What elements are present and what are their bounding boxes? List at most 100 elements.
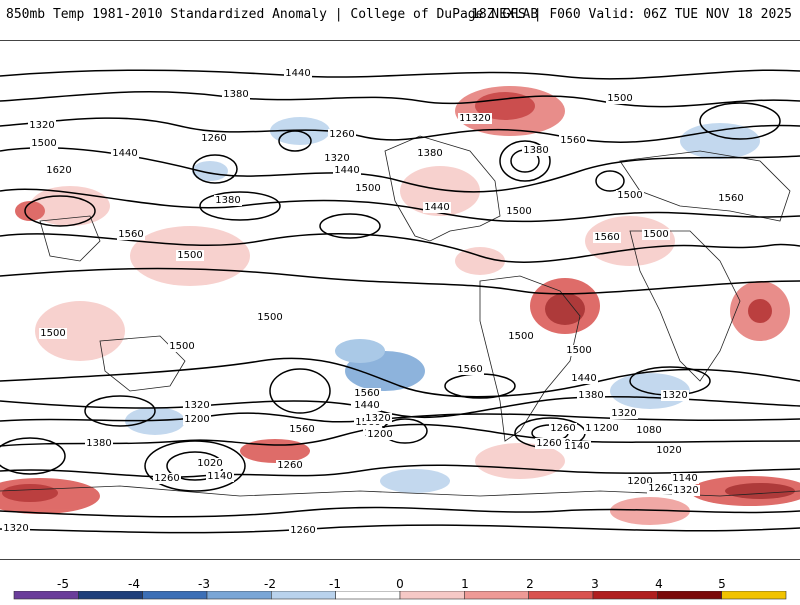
contour-label: 1260 xyxy=(290,525,315,536)
contour-label-bg xyxy=(222,89,250,100)
contour-label-bg xyxy=(176,250,204,261)
contour-label-bg xyxy=(206,471,234,482)
contour-label: 1500 xyxy=(40,328,65,339)
contour-label-bg xyxy=(153,473,181,484)
contour-label-bg xyxy=(606,93,634,104)
contour-label-bg xyxy=(423,202,451,213)
contour-label-bg xyxy=(168,341,196,352)
contour-label: 1500 xyxy=(355,183,380,194)
colorbar-tick-label: 5 xyxy=(718,577,726,591)
contour-label-bg xyxy=(593,232,621,243)
contour-label-bg xyxy=(111,148,139,159)
contour-label-bg xyxy=(655,445,683,456)
contour-label-bg xyxy=(642,229,670,240)
contour-label-bg xyxy=(2,523,30,534)
colorbar-tick-label: -1 xyxy=(329,577,341,591)
contour-label: 1260 xyxy=(277,460,302,471)
colorbar-swatch xyxy=(528,591,594,600)
contour-label: 1380 xyxy=(86,438,111,449)
colorbar-swatch xyxy=(464,591,529,600)
colorbar: -5 -4 -3 -2 -1 0 1 2 3 4 5 xyxy=(0,560,800,600)
contour-label: 1200 xyxy=(367,429,392,440)
contour-label: 1320 xyxy=(365,413,390,424)
contour-label: 1020 xyxy=(197,458,222,469)
contour-label: 1260 xyxy=(329,129,354,140)
contour-label: 1020 xyxy=(656,445,681,456)
colorbar-tick-label: -2 xyxy=(264,577,276,591)
contour-label-bg xyxy=(456,364,484,375)
contour-label-bg xyxy=(671,473,699,484)
contour-label: 1560 xyxy=(594,232,619,243)
contour-label-bg xyxy=(85,438,113,449)
contour-label: 1200 xyxy=(184,414,209,425)
colorbar-swatch xyxy=(13,591,79,600)
contour-label-bg xyxy=(39,328,67,339)
contour-label-bg xyxy=(30,138,58,149)
anomaly-map: 1440138013201260150014401620156013801260… xyxy=(0,68,800,536)
contour-label: 1500 xyxy=(31,138,56,149)
contour-label-bg xyxy=(333,165,361,176)
colorbar-scale xyxy=(13,591,787,600)
colorbar-tick-label: 0 xyxy=(396,577,404,591)
model-valid-time: 18Z GFS | F060 Valid: 06Z TUE NOV 18 202… xyxy=(471,7,792,22)
contour-label: 1440 xyxy=(424,202,449,213)
contour-label-bg xyxy=(45,165,73,176)
contour-label: 1320 xyxy=(611,408,636,419)
colorbar-swatch xyxy=(721,591,787,600)
contour-label: 1260 xyxy=(154,473,179,484)
colorbar-tick-label: -5 xyxy=(57,577,69,591)
map-panel[interactable]: 1440 1380 1320 1260 1500 1440 1620 1560 1380 1260… xyxy=(0,40,800,560)
contour-label: 1320 xyxy=(465,113,490,124)
contour-label-bg xyxy=(535,438,563,449)
colorbar-tick-label: 3 xyxy=(591,577,599,591)
contour-label-bg xyxy=(354,183,382,194)
contour-label: 1320 xyxy=(673,485,698,496)
contour-label-bg xyxy=(592,423,620,434)
contour-label: 1260 xyxy=(536,438,561,449)
contour-label-bg xyxy=(570,373,598,384)
colorbar-swatch xyxy=(142,591,208,600)
colorbar-swatch xyxy=(657,591,722,600)
contour-label: 1320 xyxy=(662,390,687,401)
contour-label-bg xyxy=(416,148,444,159)
contour-label: 1260 xyxy=(648,483,673,494)
contour-label-bg xyxy=(353,400,381,411)
contour-label: 1440 xyxy=(571,373,596,384)
map-title: 850mb Temp 1981-2010 Standardized Anomal… xyxy=(6,7,539,22)
contour-label: 1200 xyxy=(593,423,618,434)
contour-label-bg xyxy=(549,423,577,434)
colorbar-tick-labels: -5 -4 -3 -2 -1 0 1 2 3 4 5 xyxy=(0,577,800,591)
contour-label-bg xyxy=(117,229,145,240)
contour-label: 1140 xyxy=(672,473,697,484)
colorbar-swatch xyxy=(271,591,336,600)
contour-label-bg xyxy=(505,206,533,217)
contour-label: 1320 xyxy=(184,400,209,411)
contour-label-bg xyxy=(559,135,587,146)
contour-label: 1080 xyxy=(636,425,661,436)
contour-label-bg xyxy=(364,413,392,424)
contour-label-bg xyxy=(507,331,535,342)
contour-label-bg xyxy=(565,345,593,356)
contour-label: 1140 xyxy=(564,441,589,452)
contour-label: 1440 xyxy=(354,400,379,411)
contour-label: 1500 xyxy=(607,93,632,104)
contour-label: 1560 xyxy=(289,424,314,435)
contour-label-bg xyxy=(196,458,224,469)
contour-label: 1140 xyxy=(207,471,232,482)
contour-label: 1440 xyxy=(112,148,137,159)
contour-label-bg xyxy=(672,485,700,496)
contour-labels: 1440138013201260150014401620156013801260… xyxy=(2,68,745,536)
contour-label-bg xyxy=(200,133,228,144)
contour-label-bg xyxy=(626,476,654,487)
colorbar-swatch xyxy=(592,591,658,600)
contour-label: 1500 xyxy=(508,331,533,342)
contour-label: 1620 xyxy=(46,165,71,176)
contour-label-bg xyxy=(28,120,56,131)
contour-label: 1500 xyxy=(169,341,194,352)
contour-label: 1380 xyxy=(417,148,442,159)
contour-label-bg xyxy=(717,193,745,204)
contour-label-bg xyxy=(214,195,242,206)
header: 850mb Temp 1981-2010 Standardized Anomal… xyxy=(0,0,800,40)
contour-label: 1440 xyxy=(334,165,359,176)
colorbar-swatch xyxy=(399,591,465,600)
